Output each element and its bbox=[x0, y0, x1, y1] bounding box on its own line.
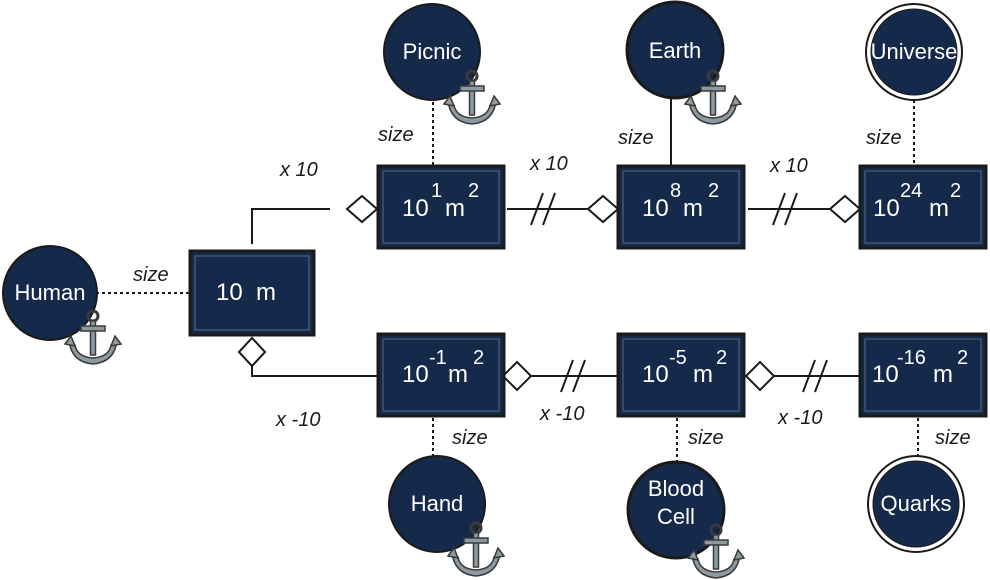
lower-box-3: 10 -16 m 2 bbox=[858, 332, 988, 418]
break-mark bbox=[772, 192, 786, 226]
box-unit-exponent: 2 bbox=[957, 347, 968, 369]
entity-human: Human bbox=[2, 245, 98, 341]
multiplier-label: x 10 bbox=[279, 159, 318, 181]
center-unit: m bbox=[256, 279, 276, 306]
entity-label: Universe bbox=[871, 39, 958, 64]
box-base: 10 bbox=[402, 195, 429, 222]
box-exponent: -5 bbox=[669, 347, 687, 369]
multiplier-label: x -10 bbox=[275, 409, 320, 431]
entity-label: Human bbox=[15, 280, 86, 305]
box-unit: m bbox=[693, 361, 713, 388]
multiplier-label: x -10 bbox=[777, 407, 822, 429]
aggregation-diamond bbox=[744, 360, 776, 392]
box-unit-exponent: 2 bbox=[716, 347, 727, 369]
aggregation-diamond bbox=[237, 336, 267, 368]
entity-label-line1: Blood bbox=[648, 476, 704, 501]
entity-label-line2: Cell bbox=[657, 504, 695, 529]
multiplier-label: x 10 bbox=[769, 155, 808, 177]
break-mark bbox=[814, 359, 828, 393]
entity-picnic: Picnic bbox=[383, 3, 481, 101]
size-label: size bbox=[378, 124, 414, 146]
size-label: size bbox=[688, 427, 724, 449]
aggregation-diamond bbox=[345, 194, 379, 224]
box-unit-exponent: 2 bbox=[950, 180, 961, 202]
box-unit-exponent: 2 bbox=[708, 180, 719, 202]
center-measure-box: 10 m bbox=[188, 249, 316, 337]
box-exponent: 8 bbox=[670, 180, 681, 202]
upper-box-1: 10 1 m 2 bbox=[376, 164, 506, 250]
box-exponent: 24 bbox=[900, 180, 922, 202]
multiplier-label: x 10 bbox=[529, 153, 568, 175]
break-mark bbox=[572, 359, 586, 393]
entity-label: Hand bbox=[411, 491, 464, 516]
lower-box-1: 10 -1 m 2 bbox=[376, 332, 506, 418]
size-label: size bbox=[866, 127, 902, 149]
size-label: size bbox=[618, 127, 654, 149]
connectors bbox=[96, 96, 919, 462]
box-unit: m bbox=[448, 361, 468, 388]
multiplier-label: x -10 bbox=[539, 403, 584, 425]
break-mark bbox=[530, 192, 544, 226]
diamonds bbox=[237, 194, 862, 392]
upper-box-3: 10 24 m 2 bbox=[858, 164, 988, 250]
box-unit: m bbox=[929, 195, 949, 222]
box-unit-exponent: 2 bbox=[473, 347, 484, 369]
box-unit: m bbox=[683, 195, 703, 222]
labels: size size size size size size size x 10 … bbox=[133, 124, 971, 449]
entity-hand: Hand bbox=[388, 455, 486, 553]
size-label: size bbox=[133, 264, 169, 286]
box-base: 10 bbox=[402, 361, 429, 388]
box-exponent: -16 bbox=[897, 347, 926, 369]
size-label: size bbox=[935, 427, 971, 449]
box-unit: m bbox=[445, 195, 465, 222]
entity-blood-cell: Blood Cell bbox=[626, 460, 726, 560]
size-label: size bbox=[452, 427, 488, 449]
aggregation-diamond bbox=[828, 194, 862, 224]
lower-box-2: 10 -5 m 2 bbox=[616, 332, 746, 418]
box-unit-exponent: 2 bbox=[468, 180, 479, 202]
upper-branch-line bbox=[251, 208, 330, 244]
box-base: 10 bbox=[642, 195, 669, 222]
box-exponent: -1 bbox=[429, 347, 447, 369]
entity-label: Earth bbox=[649, 38, 702, 63]
center-base: 10 bbox=[216, 279, 243, 306]
aggregation-diamond bbox=[501, 360, 533, 392]
box-unit: m bbox=[933, 361, 953, 388]
box-base: 10 bbox=[873, 195, 900, 222]
box-exponent: 1 bbox=[431, 180, 442, 202]
entity-earth: Earth bbox=[625, 0, 725, 100]
break-mark bbox=[542, 192, 556, 226]
entity-quarks: Quarks bbox=[867, 455, 965, 553]
upper-box-2: 10 8 m 2 bbox=[616, 164, 746, 250]
break-mark bbox=[784, 192, 798, 226]
break-mark bbox=[802, 359, 816, 393]
break-mark bbox=[560, 359, 574, 393]
entity-label: Picnic bbox=[403, 39, 462, 64]
lower-branch-line bbox=[251, 365, 378, 377]
aggregation-diamond bbox=[586, 194, 620, 224]
entity-universe: Universe bbox=[865, 3, 963, 101]
box-base: 10 bbox=[642, 361, 669, 388]
entity-label: Quarks bbox=[881, 491, 952, 516]
box-base: 10 bbox=[872, 361, 899, 388]
